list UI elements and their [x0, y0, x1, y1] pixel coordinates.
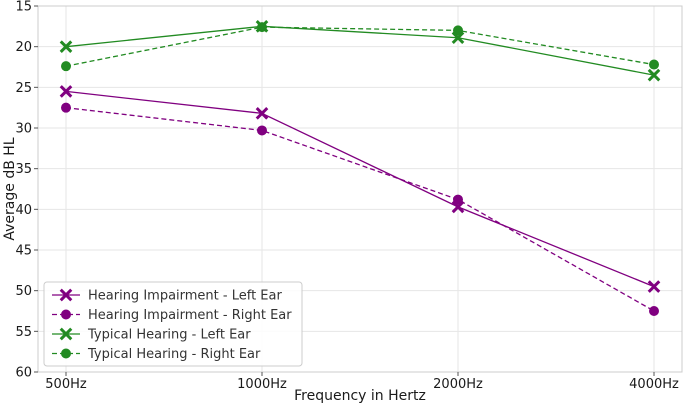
data-point [257, 22, 267, 33]
data-point [257, 125, 267, 136]
legend-marker [61, 309, 71, 320]
legend: Hearing Impairment - Left Ear Hearing Imp… [43, 281, 303, 367]
y-tick-label: 40 [15, 203, 32, 218]
y-axis-label: Average dB HL [2, 137, 18, 240]
y-tick-label: 20 [15, 40, 32, 55]
legend-entry: Typical Hearing - Right Ear [52, 347, 261, 362]
legend-label: Typical Hearing - Left Ear [87, 328, 251, 343]
y-axis-ticks: 15 20 25 30 35 40 45 50 55 60 [15, 0, 38, 381]
series-4 [61, 22, 659, 72]
data-point [453, 25, 463, 36]
data-point [59, 40, 73, 53]
y-tick-label: 60 [15, 366, 32, 381]
x-tick-label: 1000Hz [237, 377, 287, 392]
data-point [61, 61, 71, 72]
data-point [255, 107, 269, 120]
legend-marker [61, 348, 71, 359]
series-line [65, 25, 655, 76]
series-group [59, 20, 661, 316]
y-tick-label: 30 [15, 122, 32, 137]
y-tick-label: 50 [15, 284, 32, 299]
legend-label: Hearing Impairment - Left Ear [88, 289, 282, 304]
x-tick-label: 2000Hz [433, 377, 483, 392]
series-2 [61, 102, 659, 316]
x-tick-label: 4000Hz [629, 377, 679, 392]
data-point [649, 59, 659, 70]
series-line [65, 107, 655, 312]
y-tick-label: 25 [15, 81, 32, 96]
data-point [649, 306, 659, 316]
plot-area-frame [37, 5, 683, 373]
legend-box [43, 281, 303, 367]
data-point [647, 68, 661, 82]
y-tick-label: 45 [15, 244, 32, 259]
x-tick-label: 500Hz [45, 377, 87, 392]
data-point [451, 31, 465, 45]
legend-label: Typical Hearing - Right Ear [87, 347, 261, 362]
legend-entry: Hearing Impairment - Left Ear [52, 289, 282, 304]
y-tick-label: 55 [15, 325, 32, 340]
series-line [65, 26, 655, 67]
y-tick-label: 15 [15, 0, 32, 15]
data-point [59, 85, 73, 98]
legend-label: Hearing Impairment - Right Ear [88, 308, 292, 323]
data-point [451, 200, 465, 214]
x-axis-label: Frequency in Hertz [294, 388, 426, 404]
data-point [453, 194, 463, 205]
data-point [61, 102, 71, 113]
x-axis-ticks: 500Hz 1000Hz 2000Hz 4000Hz [45, 372, 679, 392]
legend-entry: Hearing Impairment - Right Ear [52, 308, 292, 323]
data-point [647, 280, 661, 293]
series-3 [59, 20, 661, 82]
y-tick-label: 35 [15, 162, 32, 177]
legend-marker [59, 288, 73, 302]
series-1 [59, 85, 661, 293]
series-line [65, 90, 655, 288]
legend-entry: Typical Hearing - Left Ear [52, 328, 251, 343]
legend-marker [59, 327, 73, 341]
